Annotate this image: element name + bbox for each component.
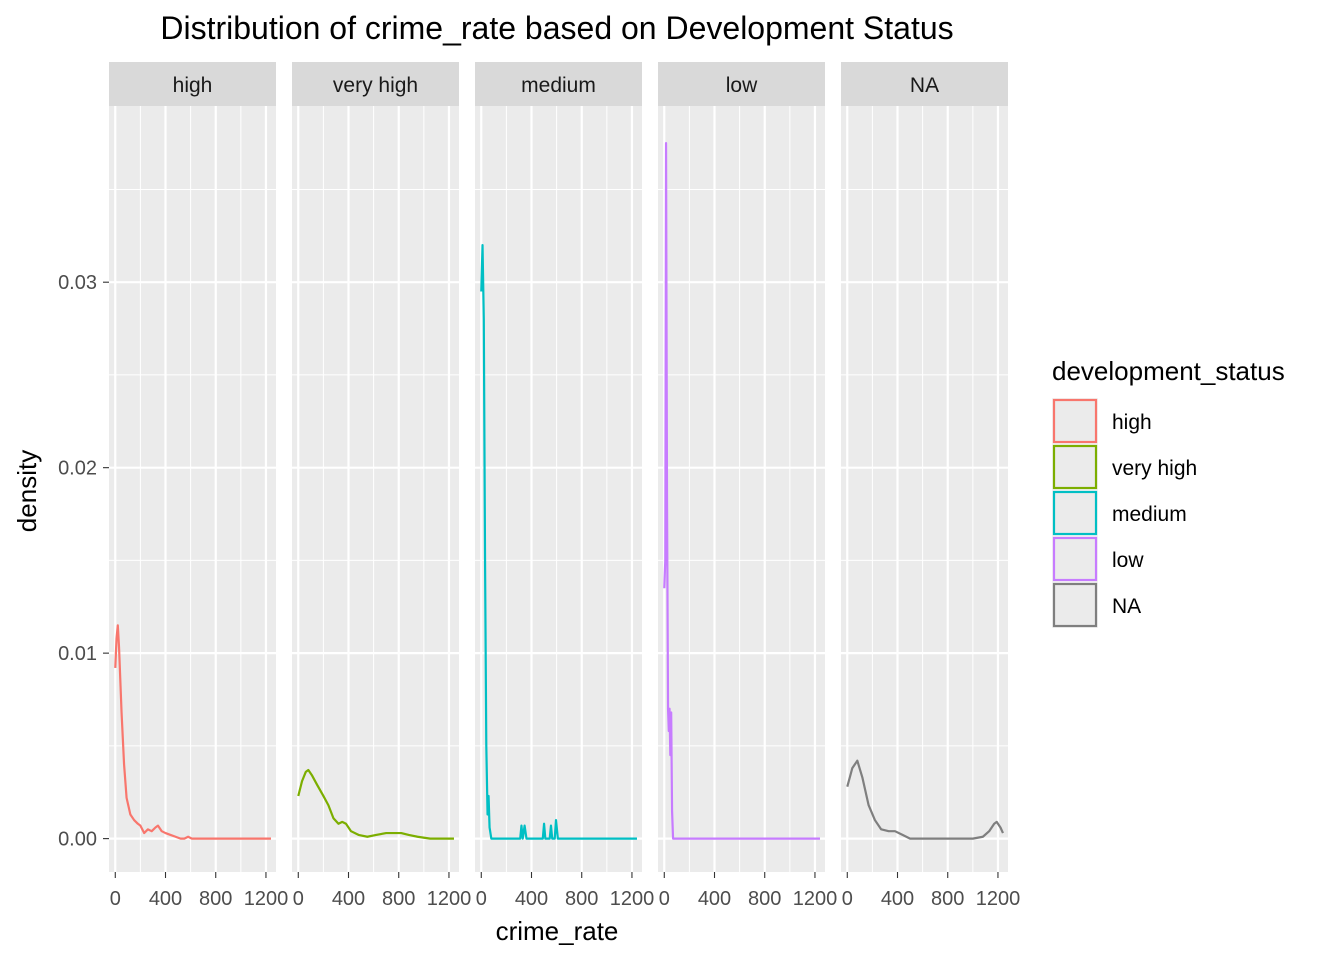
legend-item-low: low <box>1052 536 1144 582</box>
x-tick-label: 0 <box>293 888 304 910</box>
x-tick-label: 0 <box>476 888 487 910</box>
facet-strip-label: low <box>726 74 758 97</box>
facet-panel-very-high: very high 0 400 800 1200 <box>292 62 471 910</box>
x-tick-label: 0 <box>659 888 670 910</box>
legend-label: low <box>1112 549 1144 572</box>
x-tick-label: 0 <box>842 888 853 910</box>
legend: development_status high very high medium lo… <box>1052 356 1285 628</box>
facet-panel-na: NA 0 400 800 1200 <box>841 62 1020 910</box>
x-tick-label: 1200 <box>610 888 655 910</box>
x-tick-label: 400 <box>515 888 548 910</box>
x-tick-label: 800 <box>382 888 415 910</box>
legend-title: development_status <box>1052 356 1285 386</box>
x-tick-label: 0 <box>110 888 121 910</box>
legend-item-na: NA <box>1052 582 1141 628</box>
x-tick-label: 800 <box>748 888 781 910</box>
x-tick-label: 1200 <box>244 888 289 910</box>
legend-item-very-high: very high <box>1052 444 1197 490</box>
facet-panel-low: low 0 400 800 1200 <box>658 62 837 910</box>
facet-strip <box>841 62 1008 106</box>
legend-key <box>1052 444 1098 490</box>
x-tick-label: 400 <box>149 888 182 910</box>
x-tick-label: 400 <box>332 888 365 910</box>
panel-background <box>658 106 825 872</box>
facet-strip <box>109 62 276 106</box>
panel-background <box>109 106 276 872</box>
density-line-very-high <box>297 768 454 840</box>
legend-item-high: high <box>1052 398 1152 444</box>
facet-panel-medium: medium 0 400 800 1200 <box>475 62 654 910</box>
legend-key <box>1052 536 1098 582</box>
panel-background <box>841 106 1008 872</box>
y-tick-label: 0.02 <box>58 458 97 480</box>
legend-key <box>1052 490 1098 536</box>
density-line-high <box>114 624 271 840</box>
y-axis: 0.00 0.01 0.02 0.03 <box>58 272 109 851</box>
facet-panel-high: high 0 400 800 1200 <box>109 62 288 910</box>
facet-strip-label: medium <box>521 74 596 97</box>
x-tick-label: 1200 <box>793 888 838 910</box>
y-axis-title: density <box>12 450 42 532</box>
density-line-medium <box>480 244 637 840</box>
legend-label: medium <box>1112 503 1187 526</box>
density-line-na <box>846 759 1004 840</box>
x-axis-title: crime_rate <box>496 916 619 946</box>
x-tick-label: 1200 <box>427 888 472 910</box>
x-tick-label: 400 <box>698 888 731 910</box>
facet-strip-label: NA <box>910 74 939 97</box>
facet-strip <box>658 62 825 106</box>
density-line-low <box>663 141 820 840</box>
facet-strip <box>475 62 642 106</box>
x-tick-label: 800 <box>931 888 964 910</box>
y-tick-label: 0.00 <box>58 829 97 851</box>
panel-background <box>475 106 642 872</box>
facet-strip-label: high <box>173 74 213 97</box>
facet-strip <box>292 62 459 106</box>
panel-background <box>292 106 459 872</box>
legend-label: NA <box>1112 595 1141 618</box>
chart-title: Distribution of crime_rate based on Deve… <box>160 10 953 46</box>
y-tick-label: 0.03 <box>58 272 97 294</box>
x-tick-label: 400 <box>881 888 914 910</box>
legend-label: high <box>1112 411 1152 434</box>
x-tick-label: 800 <box>565 888 598 910</box>
legend-item-medium: medium <box>1052 490 1187 536</box>
y-tick-label: 0.01 <box>58 643 97 665</box>
facet-strip-label: very high <box>333 74 418 97</box>
legend-key <box>1052 398 1098 444</box>
legend-label: very high <box>1112 457 1197 480</box>
x-tick-label: 1200 <box>976 888 1021 910</box>
x-tick-label: 800 <box>199 888 232 910</box>
legend-key <box>1052 582 1098 628</box>
